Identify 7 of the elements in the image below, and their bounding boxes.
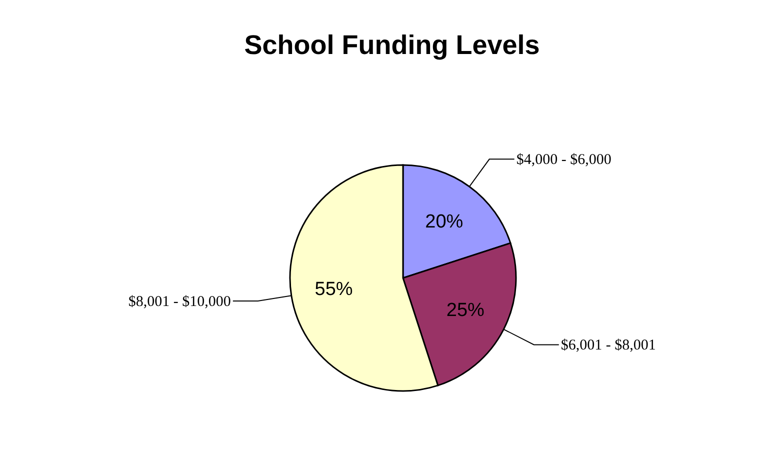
data-label: 55% — [314, 278, 353, 300]
slice-label: $6,001 - $8,001 — [560, 338, 656, 354]
data-label: 20% — [425, 211, 464, 232]
chart-title: School Funding Levels — [244, 30, 540, 60]
data-label: 25% — [446, 300, 485, 321]
slice-label: $8,001 - $10,000 — [128, 294, 231, 310]
slice-label: $4,000 - $6,000 — [516, 152, 612, 168]
